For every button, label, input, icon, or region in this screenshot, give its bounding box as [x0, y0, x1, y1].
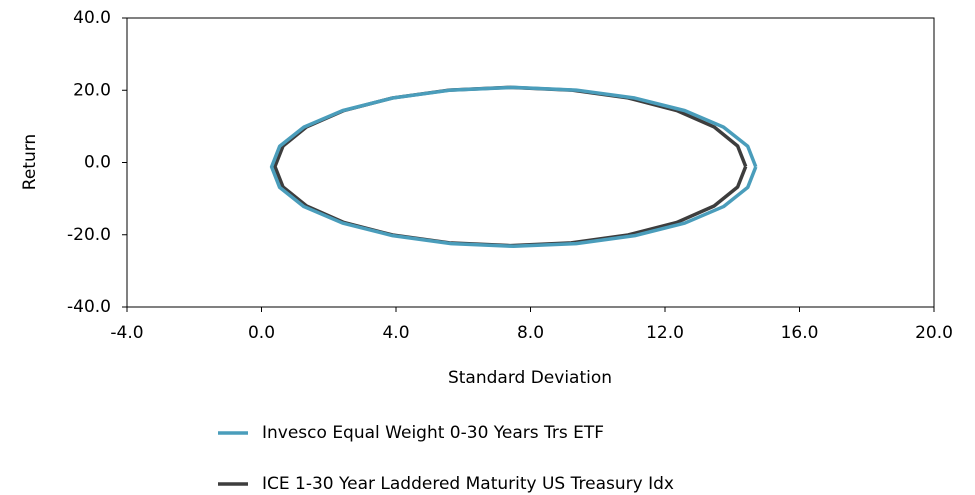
x-tick-label: 4.0	[382, 323, 409, 343]
y-tick-label: 40.0	[73, 8, 111, 28]
y-tick-label: 20.0	[73, 80, 111, 100]
x-tick-label: 20.0	[915, 323, 953, 343]
plot-frame	[126, 17, 935, 308]
legend-label: ICE 1-30 Year Laddered Maturity US Treas…	[262, 474, 674, 494]
legend-label: Invesco Equal Weight 0-30 Years Trs ETF	[262, 423, 604, 443]
x-tick-label: 12.0	[646, 323, 684, 343]
y-tick-label: -40.0	[67, 297, 111, 317]
x-tick-label: 0.0	[248, 323, 275, 343]
y-axis-title: Return	[20, 134, 40, 190]
x-axis-title: Standard Deviation	[448, 368, 612, 388]
x-tick-label: 8.0	[517, 323, 544, 343]
y-tick-label: -20.0	[67, 225, 111, 245]
y-tick-label: 0.0	[84, 153, 111, 173]
x-tick-label: 16.0	[781, 323, 819, 343]
x-tick-label: -4.0	[110, 323, 143, 343]
series-line	[269, 85, 758, 249]
